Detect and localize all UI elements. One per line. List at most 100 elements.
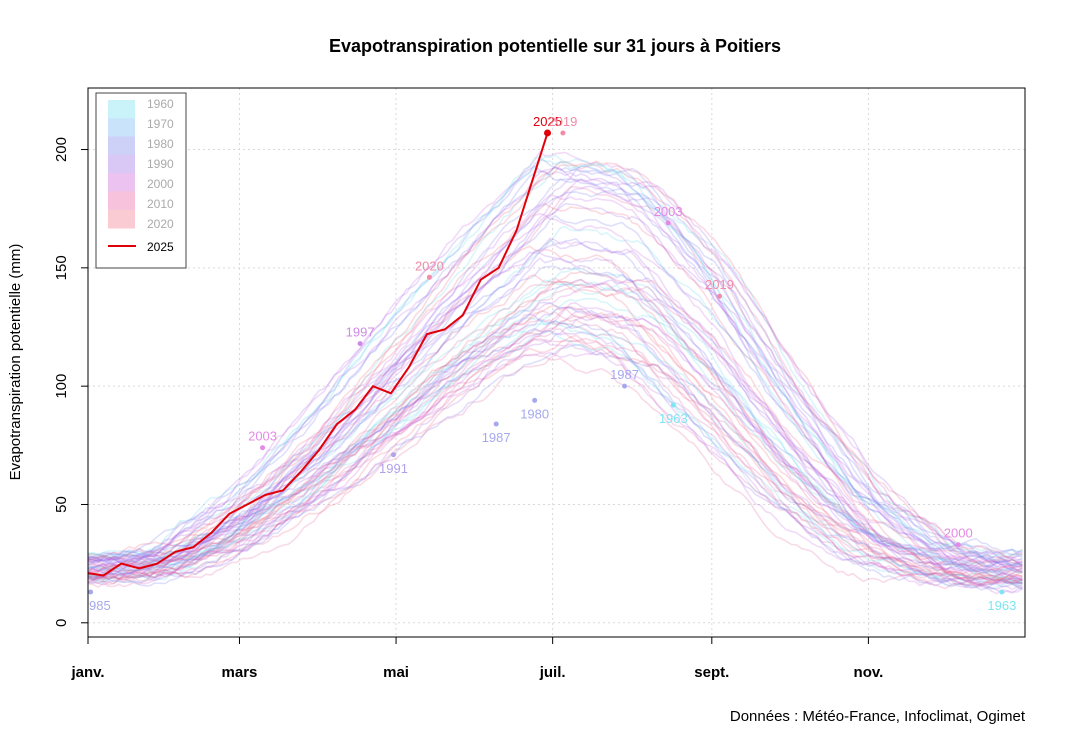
y-tick-label: 0 <box>53 619 70 627</box>
historical-series-line <box>87 307 1023 582</box>
historical-series-line <box>87 330 1023 590</box>
legend-year-label: 1990 <box>147 157 174 171</box>
historical-series-line <box>87 297 1023 580</box>
extreme-marker <box>357 341 363 347</box>
y-tick-label: 200 <box>53 137 70 162</box>
historical-series-line <box>87 267 1023 579</box>
historical-series-line <box>87 214 1023 573</box>
extreme-marker <box>426 274 432 280</box>
extreme-label: 1987 <box>610 367 639 382</box>
historical-series-line <box>87 194 1023 568</box>
historical-series-line <box>87 238 1023 571</box>
historical-series-line <box>87 178 1023 565</box>
historical-series-line <box>87 328 1023 585</box>
extreme-marker <box>560 130 566 136</box>
highlight-series-group <box>87 132 549 577</box>
historical-series-line <box>87 166 1023 568</box>
historical-series-line <box>87 156 1023 559</box>
historical-series-line <box>87 170 1023 567</box>
historical-series-line <box>87 337 1023 589</box>
historical-series-line <box>87 277 1023 575</box>
x-tick-label: janv. <box>70 664 104 681</box>
historical-series-line <box>87 279 1023 586</box>
extreme-label: 2025 <box>533 114 562 129</box>
legend: 1960 1970 1980 1990 2000 2010 2020 2025 <box>95 92 187 269</box>
legend-gradient-swatch <box>108 191 135 211</box>
historical-series-line <box>87 311 1023 583</box>
historical-series-line <box>87 281 1023 582</box>
historical-series-line <box>87 240 1023 581</box>
historical-series-line <box>87 338 1023 591</box>
legend-year-label: 1980 <box>147 137 174 151</box>
extreme-markers-group: 2025201920032019202019972003199119871980… <box>88 114 1016 613</box>
extreme-marker <box>665 220 671 226</box>
legend-year-label: 2010 <box>147 197 174 211</box>
extreme-marker <box>532 397 538 403</box>
legend-gradient-swatch <box>108 100 135 119</box>
historical-series-line <box>87 178 1023 570</box>
historical-series-line <box>87 327 1023 594</box>
extreme-label: 2019 <box>548 114 577 129</box>
extreme-label: 1963 <box>987 598 1016 613</box>
historical-series-line <box>87 312 1023 586</box>
historical-series-line <box>87 166 1023 561</box>
y-tick-label: 50 <box>53 496 70 513</box>
source-caption: Données : Météo-France, Infoclimat, Ogim… <box>730 708 1026 725</box>
historical-series-line <box>87 277 1023 581</box>
x-tick-label: nov. <box>854 664 884 681</box>
extreme-label: 1980 <box>520 406 549 421</box>
legend-year-label: 1960 <box>147 97 174 111</box>
legend-2025-label: 2025 <box>147 240 174 254</box>
historical-series-line <box>87 317 1023 584</box>
historical-series-line <box>87 306 1023 585</box>
x-tick-label: mai <box>383 664 409 681</box>
extreme-marker <box>88 589 94 595</box>
legend-year-label: 1970 <box>147 117 174 131</box>
historical-series-line <box>87 281 1023 574</box>
historical-series-line <box>87 251 1023 572</box>
extreme-label: 2003 <box>654 204 683 219</box>
extreme-marker <box>622 383 628 389</box>
y-tick-label: 150 <box>53 255 70 280</box>
extreme-label: 1963 <box>659 411 688 426</box>
historical-series-line <box>87 320 1023 591</box>
historical-series-line <box>87 158 1023 562</box>
historical-series-line <box>87 225 1023 568</box>
historical-series-line <box>87 343 1023 591</box>
historical-series-line <box>87 237 1023 577</box>
extreme-marker <box>955 542 961 548</box>
extreme-label: 1987 <box>482 430 511 445</box>
y-tick-label: 100 <box>53 374 70 399</box>
y-axis-label: Evapotranspiration potentielle (mm) <box>7 244 24 481</box>
historical-series-line <box>87 336 1023 584</box>
legend-gradient-swatch <box>108 173 135 192</box>
extreme-label: 2019 <box>705 277 734 292</box>
historical-series-line <box>87 159 1023 568</box>
historical-series-line <box>87 265 1023 584</box>
historical-series-line <box>87 314 1023 585</box>
historical-series-line <box>87 186 1023 568</box>
historical-series-line <box>87 318 1023 587</box>
x-tick-label: sept. <box>694 664 729 681</box>
legend-year-label: 2000 <box>147 177 174 191</box>
historical-series-line <box>87 270 1023 574</box>
extreme-label: 2020 <box>415 258 444 273</box>
extreme-marker <box>670 402 676 408</box>
historical-series-line <box>87 338 1023 590</box>
historical-series-line <box>87 185 1023 566</box>
legend-gradient-swatch <box>108 209 135 229</box>
historical-series-line <box>87 302 1023 580</box>
extreme-label: 2000 <box>944 526 973 541</box>
legend-year-label: 2020 <box>147 217 174 231</box>
historical-series-line <box>87 309 1023 579</box>
historical-series-line <box>87 202 1023 572</box>
extreme-label: 2003 <box>248 429 277 444</box>
historical-series-line <box>87 165 1023 571</box>
historical-series-line <box>87 304 1023 582</box>
historical-series-line <box>87 353 1023 588</box>
chart-title: Evapotranspiration potentielle sur 31 jo… <box>329 36 781 56</box>
historical-series-line <box>87 274 1023 584</box>
extreme-label: 985 <box>89 598 111 613</box>
historical-series-line <box>87 160 1023 566</box>
